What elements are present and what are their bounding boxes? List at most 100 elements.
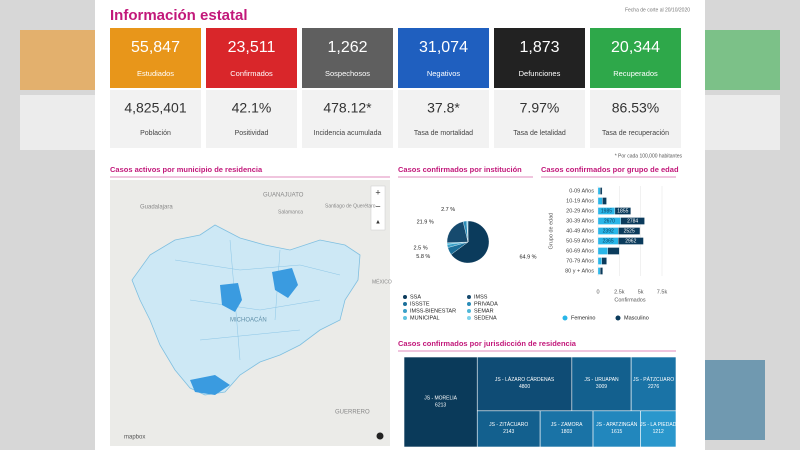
legend-label: SSA [410,294,421,300]
kpi-card [110,28,201,88]
stat-value: 4,825,401 [124,100,186,116]
bar-segment [618,237,644,245]
legend-swatch [467,295,471,299]
y-tick-label: 80 y + Años [565,268,594,274]
stat-value: 42.1% [232,100,272,116]
bar-segment [614,207,631,215]
section-title: Casos activos por municipio de residenci… [110,165,263,174]
y-tick-label: 10-19 Años [566,198,594,204]
kpi-card [494,28,585,88]
stat-value: 7.97% [520,100,560,116]
legend-label: PRIVADA [474,301,498,307]
kpi-value: 1,262 [327,39,367,56]
treemap-value: 1803 [561,429,572,435]
legend-swatch [467,309,471,313]
kpi-card [590,28,681,88]
stat-value: 37.8* [427,100,460,116]
legend-label: SEDENA [474,315,497,321]
municipal-borders [174,239,341,361]
x-tick-label: 7.5k [657,289,668,295]
compass-icon: ▲ [375,220,381,226]
stat-value: 86.53% [612,100,659,116]
kpi-value: 31,074 [419,39,468,56]
treemap-label: JS - PÁTZCUARO [633,376,674,383]
state-shape [131,224,361,396]
blur-card [705,30,780,90]
bar-segment [597,187,601,195]
legend-label: IMSS [474,294,488,300]
info-icon[interactable] [376,432,384,440]
bar-value-label: 2525 [624,228,635,234]
stat-label: Tasa de mortalidad [414,130,473,137]
bar-segment [597,257,602,265]
map[interactable]: + − ▲ GUANAJUATO Guadalajara Salamanca S… [110,180,392,446]
y-tick-label: 30-39 Años [566,218,594,224]
treemap-value: 3009 [596,384,607,390]
treemap-label: JS - LÁZARO CÁRDENAS [495,376,555,383]
x-tick-label: 2.5k [614,289,625,295]
blur-card [20,30,95,90]
map-place: GUERRERO [335,410,370,416]
bar-segment [597,247,608,255]
legend-swatch [403,309,407,313]
bar-value-label: 2962 [625,238,636,244]
treemap-value: 4800 [519,384,530,390]
kpi-label: Recuperados [613,69,658,78]
active-municipality [220,283,242,312]
kpi-label: Defunciones [519,69,561,78]
active-municipality [272,268,298,298]
treemap-label: JS - APATZINGÁN [596,421,638,428]
kpi-card [206,28,297,88]
legend-label: IMSS-BIENESTAR [410,308,456,314]
kpi-label: Confirmados [230,69,273,78]
kpi-value: 55,847 [131,39,180,56]
kpi-value: 23,511 [228,39,276,56]
map-place: GUANAJUATO [263,193,304,199]
x-axis-title: Confirmados [614,297,645,303]
blur-card [705,95,780,150]
section-title: Casos confirmados por grupo de edad [541,165,679,174]
legend-label: Femenino [571,315,595,321]
kpi-value: 20,344 [611,39,660,56]
bar-value-label: 1855 [617,208,628,214]
blur-card [20,95,95,150]
pie-slice [450,220,490,264]
zoom-control[interactable] [370,185,386,231]
treemap-label: JS - URUAPAN [584,377,619,383]
x-tick-label: 0 [596,289,599,295]
treemap-value: 2276 [648,384,659,390]
treemap-cell [640,410,677,448]
bar-value-label: 2392 [603,228,614,234]
section-title: Casos confirmados por institución [398,165,522,174]
treemap-value: 1615 [611,429,622,435]
kpi-value: 1,873 [519,39,559,56]
blur-block [705,360,765,440]
stat-value: 478.12* [323,100,372,116]
kpi-label: Sospechosos [325,69,370,78]
footnote: * Por cada 100,000 habitantes [615,153,683,159]
legend-label: SEMAR [474,308,494,314]
legend-swatch [467,316,471,320]
stat-label: Tasa de letalidad [513,130,566,137]
kpi-label: Negativos [427,69,461,78]
treemap-value: 1212 [653,429,664,435]
stat-label: Población [140,130,171,137]
legend-label: MUNICIPAL [410,315,440,321]
stat-label: Tasa de recuperación [602,130,669,137]
pie-label: 2.7 % [441,207,455,213]
treemap-value: 2143 [503,429,514,435]
pie-label: 64.9 % [519,254,536,260]
legend-swatch [403,316,407,320]
bar-value-label: 2670 [604,218,615,224]
zoom-out-icon: − [375,201,380,211]
stat-card [206,90,297,148]
stat-card [398,90,489,148]
bar-segment [607,247,620,255]
treemap-cell [403,356,478,448]
legend-swatch [467,302,471,306]
kpi-label: Estudiados [137,69,174,78]
map-place: MICHOACÁN [230,317,267,324]
bar-segment [601,257,607,265]
treemap-cell [592,410,641,448]
